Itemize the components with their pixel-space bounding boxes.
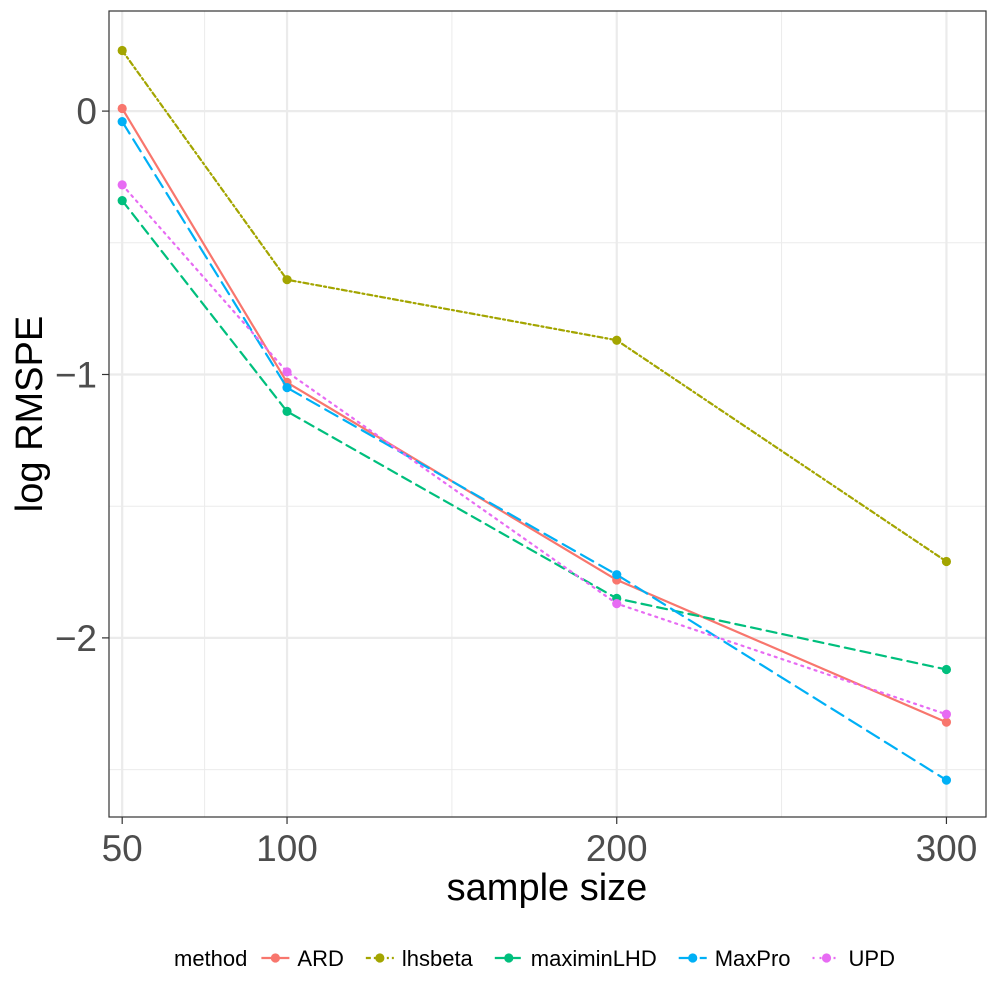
- data-point-UPD: [117, 180, 127, 190]
- legend-item-ARD: ARD: [261, 946, 344, 971]
- x-tick-label: 200: [586, 828, 648, 869]
- y-tick-label: −1: [55, 354, 97, 395]
- plot-panel-border: [108, 10, 987, 818]
- data-point-ARD: [117, 103, 127, 114]
- data-point-UPD: [282, 367, 292, 377]
- legend-key-point: [688, 953, 698, 963]
- data-point-UPD: [941, 709, 952, 719]
- series-line-ARD: [121, 107, 948, 724]
- x-tick-label: 50: [102, 828, 143, 869]
- series-MaxPro: [117, 117, 952, 785]
- x-axis-title: sample size: [447, 867, 648, 909]
- legend-item-maximinLHD: maximinLHD: [494, 946, 657, 971]
- legend-label: MaxPro: [715, 946, 791, 971]
- data-point-lhsbeta: [282, 275, 292, 285]
- legend-item-UPD: UPD: [812, 946, 895, 971]
- axis-ticks: 50 100 200 300 0 −1 −2: [55, 91, 977, 869]
- data-point-ARD: [941, 717, 952, 727]
- legend: method ARD lhsbeta maximinLHD MaxPro UPD: [174, 946, 895, 971]
- x-tick-label: 100: [256, 828, 318, 869]
- series-lhsbeta: [117, 45, 952, 567]
- series-line-lhsbeta: [121, 49, 948, 563]
- y-tick-label: 0: [76, 91, 97, 132]
- legend-label: UPD: [849, 946, 895, 971]
- data-point-MaxPro: [941, 775, 952, 785]
- legend-item-MaxPro: MaxPro: [678, 946, 791, 971]
- legend-label: maximinLHD: [531, 946, 657, 971]
- data-point-maximinLHD: [282, 406, 292, 416]
- y-tick-label: −2: [55, 618, 97, 659]
- series-layer: [117, 45, 952, 785]
- data-point-maximinLHD: [941, 664, 952, 675]
- data-point-maximinLHD: [117, 196, 127, 206]
- data-point-MaxPro: [117, 117, 127, 127]
- series-line-MaxPro: [121, 120, 948, 782]
- data-point-lhsbeta: [612, 335, 622, 345]
- data-point-lhsbeta: [941, 556, 952, 567]
- grid-lines: [109, 11, 986, 817]
- series-maximinLHD: [117, 196, 952, 675]
- legend-item-lhsbeta: lhsbeta: [365, 946, 474, 971]
- data-point-MaxPro: [612, 570, 622, 580]
- y-axis-title: log RMSPE: [9, 316, 51, 512]
- legend-label: ARD: [297, 946, 343, 971]
- legend-key-point: [821, 953, 832, 963]
- legend-key-point: [375, 953, 385, 963]
- x-tick-label: 300: [916, 828, 978, 869]
- legend-key-point: [270, 953, 280, 963]
- legend-title: method: [174, 946, 247, 971]
- series-ARD: [117, 103, 952, 727]
- series-UPD: [117, 180, 952, 719]
- series-line-maximinLHD: [121, 199, 948, 671]
- legend-key-point: [504, 953, 514, 963]
- series-line-UPD: [121, 183, 948, 716]
- data-point-MaxPro: [282, 383, 292, 393]
- legend-label: lhsbeta: [402, 946, 474, 971]
- data-point-UPD: [612, 599, 622, 609]
- data-point-lhsbeta: [117, 45, 127, 56]
